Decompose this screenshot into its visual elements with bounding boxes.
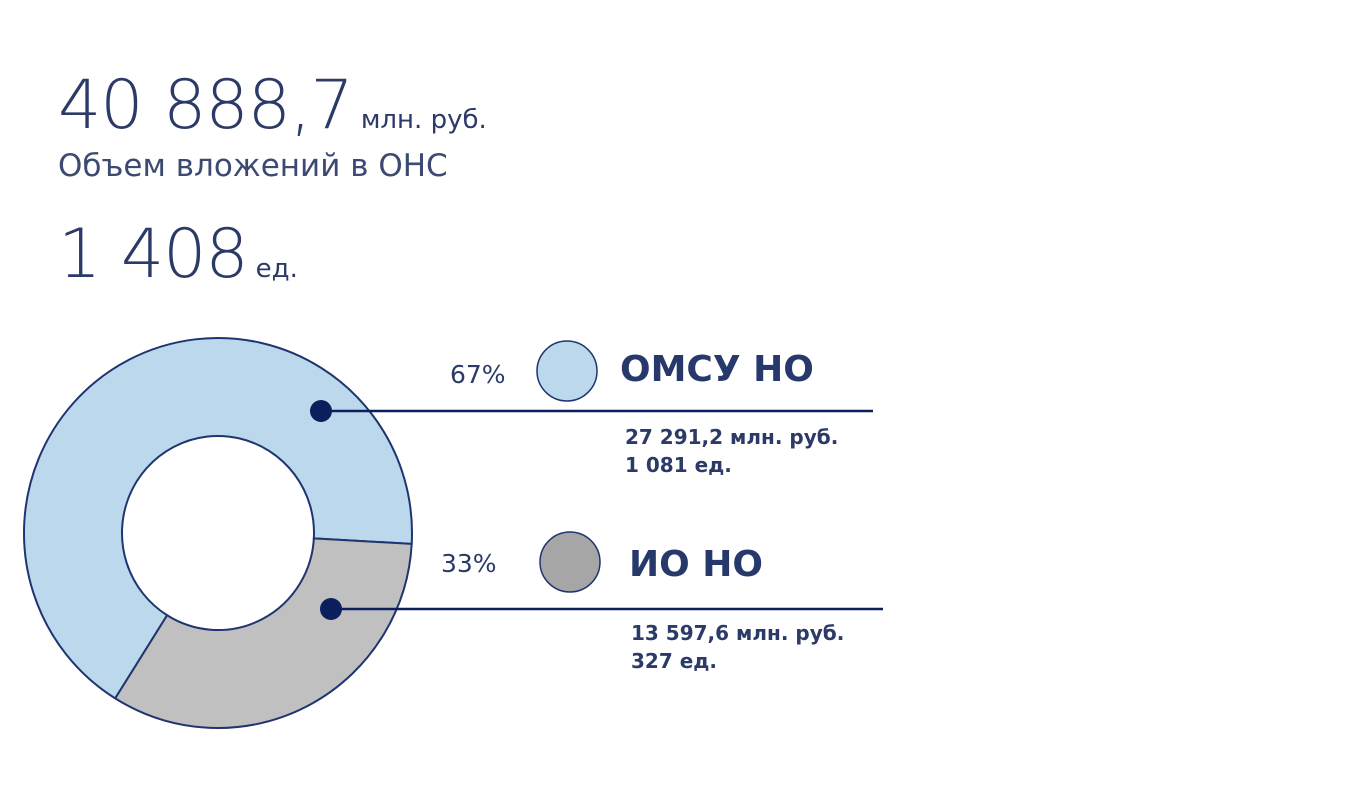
leader-dot-1: [310, 400, 332, 422]
total-volume-value: 40 888,7: [58, 66, 354, 145]
total-volume-caption: Объем вложений в ОНС: [58, 148, 448, 184]
legend-name-1: ОМСУ НО: [620, 349, 814, 390]
total-count: 1 408 ед.: [58, 215, 298, 294]
percent-label-1: 67%: [450, 360, 506, 389]
legend-name-2: ИО НО: [629, 544, 763, 585]
legend-swatch-2: [539, 531, 601, 593]
total-count-unit: ед.: [255, 254, 298, 284]
count-label-1: 1 081 ед.: [625, 453, 732, 477]
amount-label-1: 27 291,2 млн. руб.: [625, 425, 838, 449]
percent-label-2: 33%: [441, 549, 497, 578]
donut-slice-1: [23, 337, 413, 700]
donut-slice-2: [113, 537, 413, 729]
amount-label-2: 13 597,6 млн. руб.: [631, 621, 844, 645]
legend-swatch-1: [536, 340, 598, 402]
total-volume-unit: млн. руб.: [360, 105, 487, 135]
leader-dot-2: [320, 598, 342, 620]
count-label-2: 327 ед.: [631, 649, 717, 673]
total-volume: 40 888,7 млн. руб.: [58, 66, 487, 145]
total-count-value: 1 408: [58, 215, 249, 294]
